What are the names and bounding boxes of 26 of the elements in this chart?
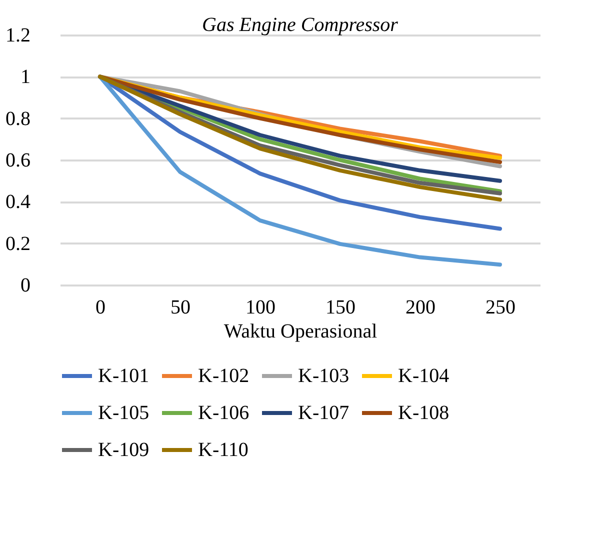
legend-label: K-104 xyxy=(398,365,450,387)
legend-label: K-103 xyxy=(298,365,350,387)
y-tick-label: 1.2 xyxy=(6,24,30,46)
x-tick-label: 100 xyxy=(246,296,276,318)
y-tick-label: 0.2 xyxy=(6,232,30,255)
legend-label: K-102 xyxy=(198,365,250,387)
legend-label: K-109 xyxy=(98,439,150,461)
legend-label: K-101 xyxy=(98,365,150,387)
y-tick-label: 0 xyxy=(20,274,30,296)
x-tick-label: 50 xyxy=(170,296,190,318)
y-tick-label: 1 xyxy=(20,66,30,88)
legend-label: K-105 xyxy=(98,402,150,424)
x-tick-label: 250 xyxy=(486,296,516,318)
x-tick-label: 200 xyxy=(406,296,436,318)
line-series xyxy=(98,74,502,267)
y-tick-label: 0.4 xyxy=(6,191,30,214)
legend-label: K-110 xyxy=(198,439,248,461)
legend-label: K-108 xyxy=(398,402,450,424)
legend-label: K-107 xyxy=(298,402,350,424)
x-tick-label: 0 xyxy=(96,296,106,318)
x-tick-label: 150 xyxy=(326,296,356,318)
y-tick-label: 0.8 xyxy=(6,108,30,130)
y-tick-label: 0.6 xyxy=(6,150,30,172)
legend-label: K-106 xyxy=(198,402,250,424)
chart-title: Gas Engine Compressor xyxy=(202,14,398,36)
x-axis-title: Waktu Operasional xyxy=(224,320,378,342)
